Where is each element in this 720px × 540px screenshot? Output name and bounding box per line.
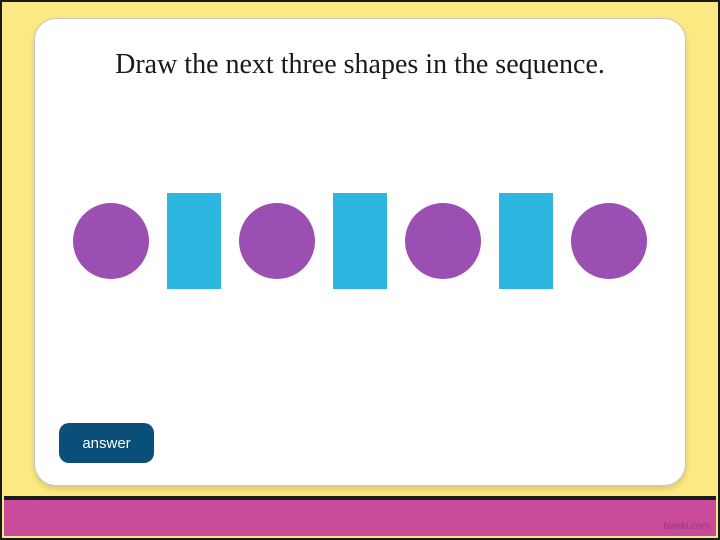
shape-circle — [571, 203, 647, 279]
watermark: twinkl.com — [663, 521, 710, 532]
shape-rectangle — [333, 193, 387, 289]
answer-button-label: answer — [82, 435, 130, 452]
shape-rectangle — [167, 193, 221, 289]
content-card: Draw the next three shapes in the sequen… — [34, 18, 686, 486]
shape-sequence — [59, 193, 661, 289]
shape-circle — [239, 203, 315, 279]
answer-button[interactable]: answer — [59, 423, 154, 463]
bottom-stripe — [4, 496, 716, 536]
shape-rectangle — [499, 193, 553, 289]
stripe-main — [4, 500, 716, 536]
shape-circle — [73, 203, 149, 279]
shape-circle — [405, 203, 481, 279]
slide-frame: Draw the next three shapes in the sequen… — [0, 0, 720, 540]
question-text: Draw the next three shapes in the sequen… — [59, 47, 661, 83]
